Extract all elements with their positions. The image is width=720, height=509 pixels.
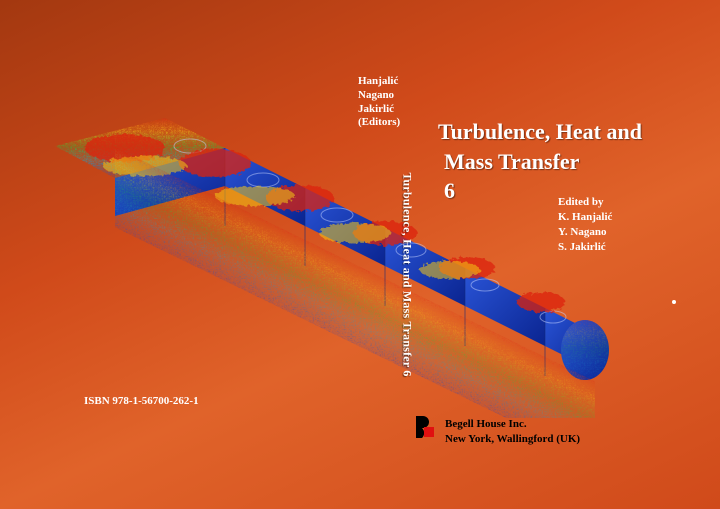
editor-name: K. Hanjalić: [558, 210, 612, 225]
editor-name: Jakirlić: [358, 103, 400, 117]
book-spine: Turbulence, Heat and Mass Transfer 6: [398, 134, 416, 414]
publisher-name: Begell House Inc.: [445, 417, 580, 432]
editor-name: Hanjalić: [358, 75, 400, 89]
title-line: Turbulence, Heat and: [438, 117, 642, 147]
publisher-location: New York, Wallingford (UK): [445, 432, 580, 447]
edited-by-heading: Edited by: [558, 195, 612, 210]
editor-name: S. Jakirlić: [558, 240, 612, 255]
isbn-label: ISBN 978-1-56700-262-1: [84, 395, 199, 407]
editor-name: Y. Nagano: [558, 225, 612, 240]
editors-label: (Editors): [358, 116, 400, 130]
editor-name: Nagano: [358, 89, 400, 103]
decorative-dot: [672, 300, 676, 304]
edited-by-block: Edited by K. Hanjalić Y. Nagano S. Jakir…: [558, 195, 612, 254]
publisher-block: Begell House Inc. New York, Wallingford …: [445, 417, 580, 447]
book-title: Turbulence, Heat and Mass Transfer 6: [438, 117, 642, 206]
spine-title: Turbulence, Heat and Mass Transfer 6: [400, 172, 415, 376]
title-line: Mass Transfer: [444, 147, 642, 177]
editors-block: Hanjalić Nagano Jakirlić (Editors): [358, 75, 400, 130]
publisher-logo-icon: [410, 413, 438, 441]
